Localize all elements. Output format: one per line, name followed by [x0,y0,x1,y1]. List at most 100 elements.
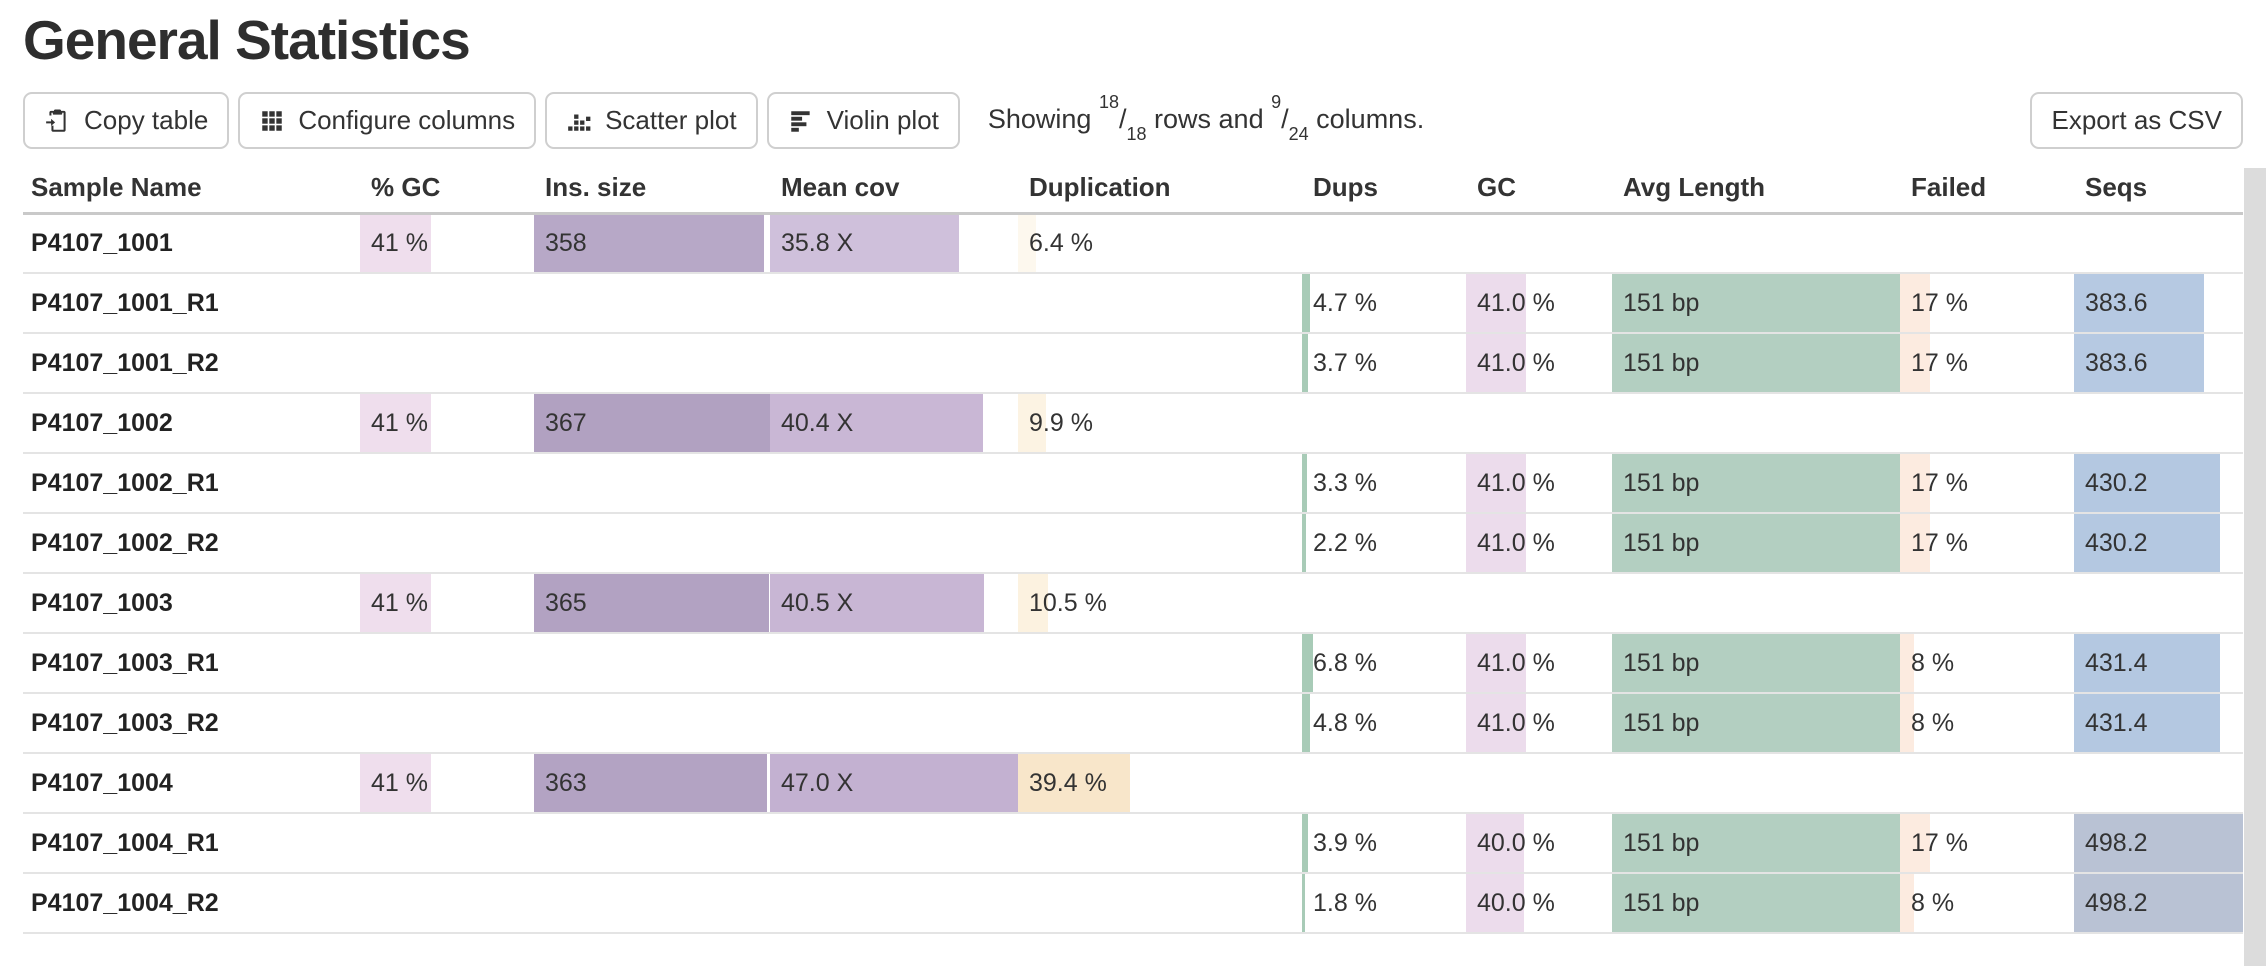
column-header-dups[interactable]: Dups [1302,163,1466,215]
seqs-bar [2074,814,2243,871]
cell-avg_length [1612,573,1900,634]
cell-duplication [1018,873,1302,934]
cell-avg_length: 151 bp [1612,273,1900,334]
copy-table-button[interactable]: Copy table [23,92,230,149]
cell-duplication [1018,333,1302,394]
failed-bar [1900,634,1914,691]
seqs-bar [2074,454,2221,511]
cell-value: 4.8 % [1313,708,1377,737]
cell-ins_size [534,693,770,754]
cell-seqs [2074,393,2243,454]
avg_length-bar [1612,454,1900,511]
dups-bar [1302,334,1309,391]
gc-bar [1466,514,1526,571]
table-row: P4107_1003_R2 4.8 % 41.0 % 151 bp 8 % 431.4 [23,693,2243,754]
column-header-seqs[interactable]: Seqs [2074,163,2243,215]
cell-value: 151 bp [1623,708,1700,737]
cell-gc: 40.0 % [1466,873,1612,934]
cell-ins_size [534,273,770,334]
cell-ins_size: 363 [534,753,770,814]
configure-columns-button[interactable]: Configure columns [238,92,537,149]
ins_size-bar [534,574,769,631]
cell-duplication [1018,693,1302,754]
column-header-avg_length[interactable]: Avg Length [1612,163,1900,215]
failed-bar [1900,814,1930,871]
cell-dups [1302,213,1466,274]
scatter-plot-button[interactable]: Scatter plot [545,92,758,149]
cell-avg_length [1612,393,1900,454]
cell-value: 17 % [1911,468,1968,497]
cell-gc [1466,393,1612,454]
seqs-bar [2074,694,2221,751]
cell-ins_size [534,873,770,934]
cell-failed: 17 % [1900,513,2074,574]
cell-avg_length: 151 bp [1612,633,1900,694]
avg_length-bar [1612,814,1900,871]
cell-value: 3.9 % [1313,828,1377,857]
cell-seqs: 430.2 [2074,513,2243,574]
cell-pct_gc: 41 % [360,573,534,634]
page-title: General Statistics [23,9,471,71]
cell-pct_gc [360,633,534,694]
cell-value: 151 bp [1623,648,1700,677]
cell-value: 498.2 [2085,828,2148,857]
cell-seqs: 383.6 [2074,333,2243,394]
cell-dups: 2.2 % [1302,513,1466,574]
cell-duplication: 9.9 % [1018,393,1302,454]
gc-bar [1466,814,1525,871]
column-header-pct_gc[interactable]: % GC [360,163,534,215]
cell-value: 151 bp [1623,468,1700,497]
cell-seqs [2074,213,2243,274]
toolbar-buttons: Copy table Configure columns Scatter plot V… [23,92,960,149]
cell-mean_cov [770,693,1018,754]
sample-name-cell: P4107_1001 [23,213,360,274]
cell-gc: 41.0 % [1466,273,1612,334]
violin-plot-button[interactable]: Violin plot [766,92,960,149]
column-header-sample[interactable]: Sample Name [23,163,360,215]
seqs-bar [2074,874,2243,931]
cell-dups: 3.9 % [1302,813,1466,874]
cell-pct_gc: 41 % [360,753,534,814]
table-row: P4107_1001_R1 4.7 % 41.0 % 151 bp 17 % 383.6 [23,273,2243,334]
cell-pct_gc [360,273,534,334]
cell-gc: 41.0 % [1466,333,1612,394]
cell-value: 1.8 % [1313,888,1377,917]
cell-pct_gc: 41 % [360,393,534,454]
button-label: Scatter plot [605,105,737,135]
cell-avg_length [1612,213,1900,274]
export-csv-button[interactable]: Export as CSV [2030,92,2243,149]
gc-bar [1466,274,1526,331]
duplication-bar [1018,574,1048,631]
gc-bar [1466,634,1526,691]
clipboard-icon [44,107,71,134]
duplication-bar [1018,394,1047,451]
cell-value: 8 % [1911,888,1955,917]
gc-bar [1466,694,1526,751]
column-header-failed[interactable]: Failed [1900,163,2074,215]
cell-value: 6.4 % [1029,228,1093,257]
cell-failed: 17 % [1900,273,2074,334]
column-header-mean_cov[interactable]: Mean cov [770,163,1018,215]
cell-dups: 4.8 % [1302,693,1466,754]
cell-duplication: 39.4 % [1018,753,1302,814]
cell-gc: 41.0 % [1466,633,1612,694]
cell-pct_gc [360,513,534,574]
table-row: P4107_1002 41 % 367 40.4 X 9.9 % [23,393,2243,454]
general-stats-table: Sample Name% GC Ins. size Mean cov Duplicat… [23,163,2243,934]
cell-dups [1302,393,1466,454]
cell-value: 3.7 % [1313,348,1377,377]
table-row: P4107_1001 41 % 358 35.8 X 6.4 % [23,213,2243,274]
column-header-ins_size[interactable]: Ins. size [534,163,770,215]
column-header-gc[interactable]: GC [1466,163,1612,215]
cell-value: 40.0 % [1477,828,1555,857]
cell-seqs [2074,753,2243,814]
cell-value: 41 % [371,768,428,797]
column-header-duplication[interactable]: Duplication [1018,163,1302,215]
cell-avg_length: 151 bp [1612,333,1900,394]
sample-name-cell: P4107_1002_R2 [23,513,360,574]
cell-ins_size [534,813,770,874]
vertical-scrollbar[interactable] [2244,168,2266,966]
ins_size-bar [534,214,765,271]
cell-value: 39.4 % [1029,768,1107,797]
sample-name-cell: P4107_1001_R1 [23,273,360,334]
